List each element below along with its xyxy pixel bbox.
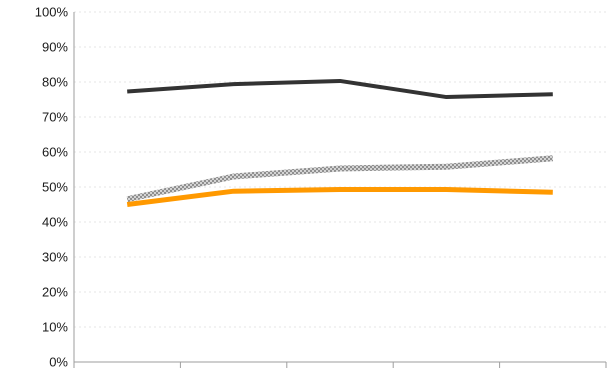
y-tick-label: 60%: [42, 145, 68, 160]
y-tick-label: 50%: [42, 180, 68, 195]
series-layer: [127, 81, 553, 205]
series-line-2: [127, 158, 553, 199]
y-tick-label: 40%: [42, 215, 68, 230]
y-tick-label: 20%: [42, 285, 68, 300]
y-axis: 0% 10% 20% 30% 40% 50% 60% 70% 80% 90% 100%: [35, 5, 69, 370]
y-tick-label: 90%: [42, 40, 68, 55]
y-tick-label: 10%: [42, 320, 68, 335]
series-line-3: [127, 189, 553, 204]
y-tick-label: 70%: [42, 110, 68, 125]
series-line-1: [127, 81, 553, 97]
y-tick-label: 80%: [42, 75, 68, 90]
y-tick-label: 0%: [49, 355, 68, 370]
y-tick-label: 30%: [42, 250, 68, 265]
y-tick-label: 100%: [35, 5, 69, 20]
